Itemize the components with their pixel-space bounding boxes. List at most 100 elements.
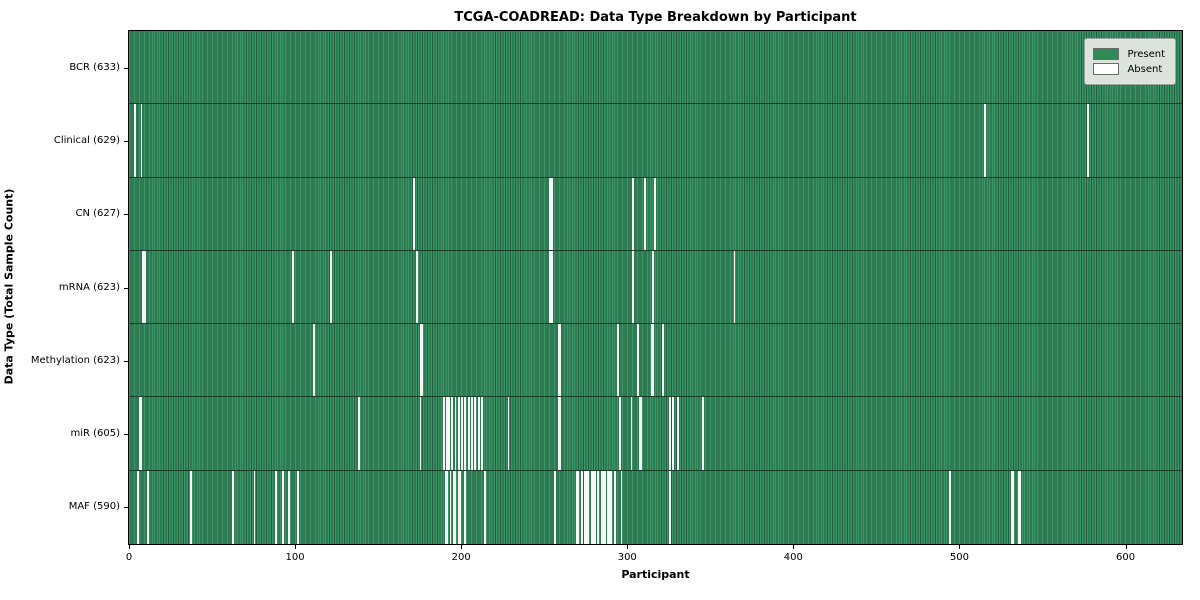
absent-stripe <box>668 470 671 544</box>
absent-stripe <box>653 177 656 250</box>
x-tick-mark <box>959 545 961 549</box>
absent-stripe <box>313 324 316 397</box>
absent-stripe <box>281 470 284 544</box>
x-tick-mark <box>627 545 629 549</box>
absent-stripe <box>444 470 447 544</box>
absent-stripe <box>447 397 450 470</box>
legend-item-present: Present <box>1093 48 1165 60</box>
absent-stripe <box>575 470 578 544</box>
x-tick-label: 600 <box>1115 552 1136 563</box>
y-tick-mark <box>124 507 128 509</box>
absent-stripe <box>457 470 460 544</box>
x-tick-mark <box>295 545 297 549</box>
absent-stripe <box>467 397 470 470</box>
absent-stripe <box>140 397 143 470</box>
x-tick-label: 0 <box>125 552 133 563</box>
absent-stripe <box>613 470 616 544</box>
heatmap-row-mRNA <box>129 250 1182 325</box>
y-tick-mark <box>124 67 128 69</box>
y-tick-label-Clinical: Clinical (629) <box>53 134 120 146</box>
absent-stripe <box>637 324 640 397</box>
absent-stripe <box>459 470 462 544</box>
absent-stripe <box>1087 104 1090 177</box>
absent-stripe <box>457 397 460 470</box>
absent-stripe <box>600 470 603 544</box>
absent-stripe <box>984 104 987 177</box>
absent-stripe <box>554 470 556 544</box>
absent-stripe <box>640 397 643 470</box>
absent-swatch-icon <box>1093 63 1120 75</box>
absent-stripe <box>253 470 256 544</box>
absent-stripe <box>454 470 457 544</box>
x-tick-label: 100 <box>285 552 305 563</box>
absent-stripe <box>557 397 560 470</box>
absent-stripe <box>296 470 299 544</box>
absent-stripe <box>190 470 193 544</box>
y-tick-mark <box>124 434 128 436</box>
absent-stripe <box>672 397 674 470</box>
y-tick-label-CN: CN (627) <box>75 208 120 220</box>
plot-area: Present Absent <box>128 30 1183 545</box>
absent-stripe <box>1012 470 1015 544</box>
absent-stripe <box>142 250 145 324</box>
legend-label-present: Present <box>1127 48 1165 60</box>
absent-stripe <box>662 324 664 397</box>
x-tick-mark <box>461 545 463 549</box>
absent-stripe <box>650 324 653 397</box>
absent-stripe <box>484 470 487 544</box>
absent-stripe <box>446 397 449 470</box>
y-tick-mark <box>124 360 128 362</box>
absent-stripe <box>147 470 150 544</box>
absent-stripe <box>461 397 463 470</box>
x-tick-label: 500 <box>949 552 969 563</box>
heatmap-row-CN <box>129 177 1182 251</box>
absent-stripe <box>1017 470 1020 544</box>
x-tick-mark <box>1125 545 1127 549</box>
absent-stripe <box>481 397 483 470</box>
absent-stripe <box>604 470 606 544</box>
y-tick-mark <box>124 214 128 216</box>
absent-stripe <box>291 250 294 324</box>
absent-stripe <box>419 324 422 397</box>
absent-stripe <box>632 177 635 250</box>
absent-stripe <box>733 250 736 324</box>
absent-stripe <box>584 470 586 544</box>
legend: Present Absent <box>1084 38 1176 85</box>
absent-stripe <box>587 470 590 544</box>
absent-stripe <box>607 470 610 544</box>
y-tick-mark <box>124 140 128 142</box>
y-tick-mark <box>124 287 128 289</box>
absent-stripe <box>464 470 467 544</box>
absent-stripe <box>464 397 467 470</box>
y-tick-label-miR: miR (605) <box>70 428 120 440</box>
absent-stripe <box>608 470 611 544</box>
absent-stripe <box>580 470 583 544</box>
absent-stripe <box>449 470 452 544</box>
absent-stripe <box>643 177 646 250</box>
absent-stripe <box>550 177 553 250</box>
absent-stripe <box>557 324 560 397</box>
absent-stripe <box>618 397 621 470</box>
x-tick-label: 400 <box>783 552 803 563</box>
absent-stripe <box>597 470 600 544</box>
absent-stripe <box>451 397 453 470</box>
absent-stripe <box>702 397 704 470</box>
y-tick-label-mRNA: mRNA (623) <box>58 281 120 293</box>
absent-stripe <box>559 397 561 470</box>
absent-stripe <box>620 470 623 544</box>
absent-stripe <box>416 250 419 324</box>
absent-stripe <box>549 250 551 324</box>
absent-stripe <box>590 470 593 544</box>
legend-label-absent: Absent <box>1127 63 1163 75</box>
absent-stripe <box>592 470 595 544</box>
heatmap-rows <box>129 31 1182 544</box>
absent-stripe <box>358 397 360 470</box>
absent-stripe <box>652 324 654 397</box>
absent-stripe <box>133 104 136 177</box>
absent-stripe <box>632 250 635 324</box>
absent-stripe <box>585 470 588 544</box>
x-tick-label: 200 <box>451 552 471 563</box>
absent-stripe <box>1019 470 1022 544</box>
absent-stripe <box>949 470 952 544</box>
absent-stripe <box>143 250 146 324</box>
